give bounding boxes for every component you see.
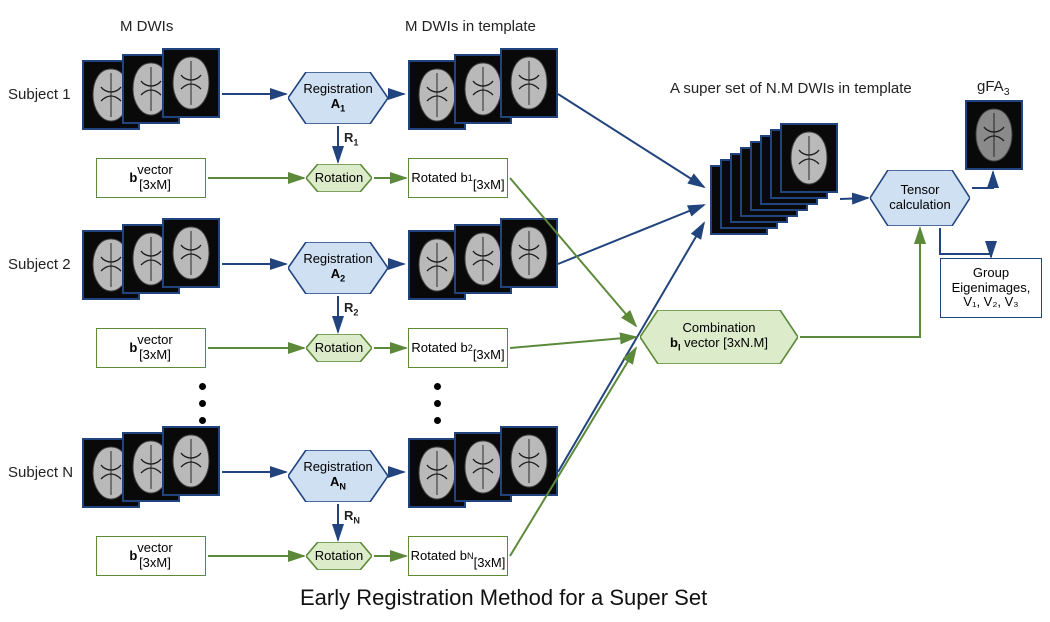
figure-caption: Early Registration Method for a Super Se…	[300, 585, 707, 611]
label-m-dwis-template: M DWIs in template	[405, 18, 536, 35]
label-R: R1	[344, 130, 358, 148]
label-subject: Subject 1	[8, 86, 71, 103]
ellipsis-dots	[430, 378, 444, 429]
brain-image	[500, 426, 558, 496]
brain-image	[162, 426, 220, 496]
rotation-hex: Rotation	[306, 334, 372, 362]
registration-hex: RegistrationAN	[288, 450, 388, 502]
rotation-hex: Rotation	[306, 542, 372, 570]
brain-image	[162, 218, 220, 288]
eigenimages-box: GroupEigenimages,V₁, V₂, V₃	[940, 258, 1042, 318]
rotated-b-box: Rotated b2[3xM]	[408, 328, 508, 368]
label-R: RN	[344, 508, 360, 526]
combination-hex: CombinationbI vector [3xN.M]	[640, 310, 798, 364]
brain-image	[500, 218, 558, 288]
b-vector-box: b vector[3xM]	[96, 536, 206, 576]
label-m-dwis: M DWIs	[120, 18, 173, 35]
brain-image	[780, 123, 838, 193]
rotated-b-box: Rotated b1[3xM]	[408, 158, 508, 198]
b-vector-box: b vector[3xM]	[96, 328, 206, 368]
registration-hex: RegistrationA2	[288, 242, 388, 294]
label-gfa: gFA3	[977, 78, 1010, 98]
rotation-hex: Rotation	[306, 164, 372, 192]
b-vector-box: b vector[3xM]	[96, 158, 206, 198]
brain-image	[500, 48, 558, 118]
label-subject: Subject N	[8, 464, 73, 481]
brain-image	[162, 48, 220, 118]
label-R: R2	[344, 300, 358, 318]
label-subject: Subject 2	[8, 256, 71, 273]
ellipsis-dots	[195, 378, 209, 429]
label-superset: A super set of N.M DWIs in template	[670, 80, 912, 97]
brain-image	[965, 100, 1023, 170]
tensor-hex: Tensorcalculation	[870, 170, 970, 226]
registration-hex: RegistrationA1	[288, 72, 388, 124]
rotated-b-box: Rotated bN[3xM]	[408, 536, 508, 576]
